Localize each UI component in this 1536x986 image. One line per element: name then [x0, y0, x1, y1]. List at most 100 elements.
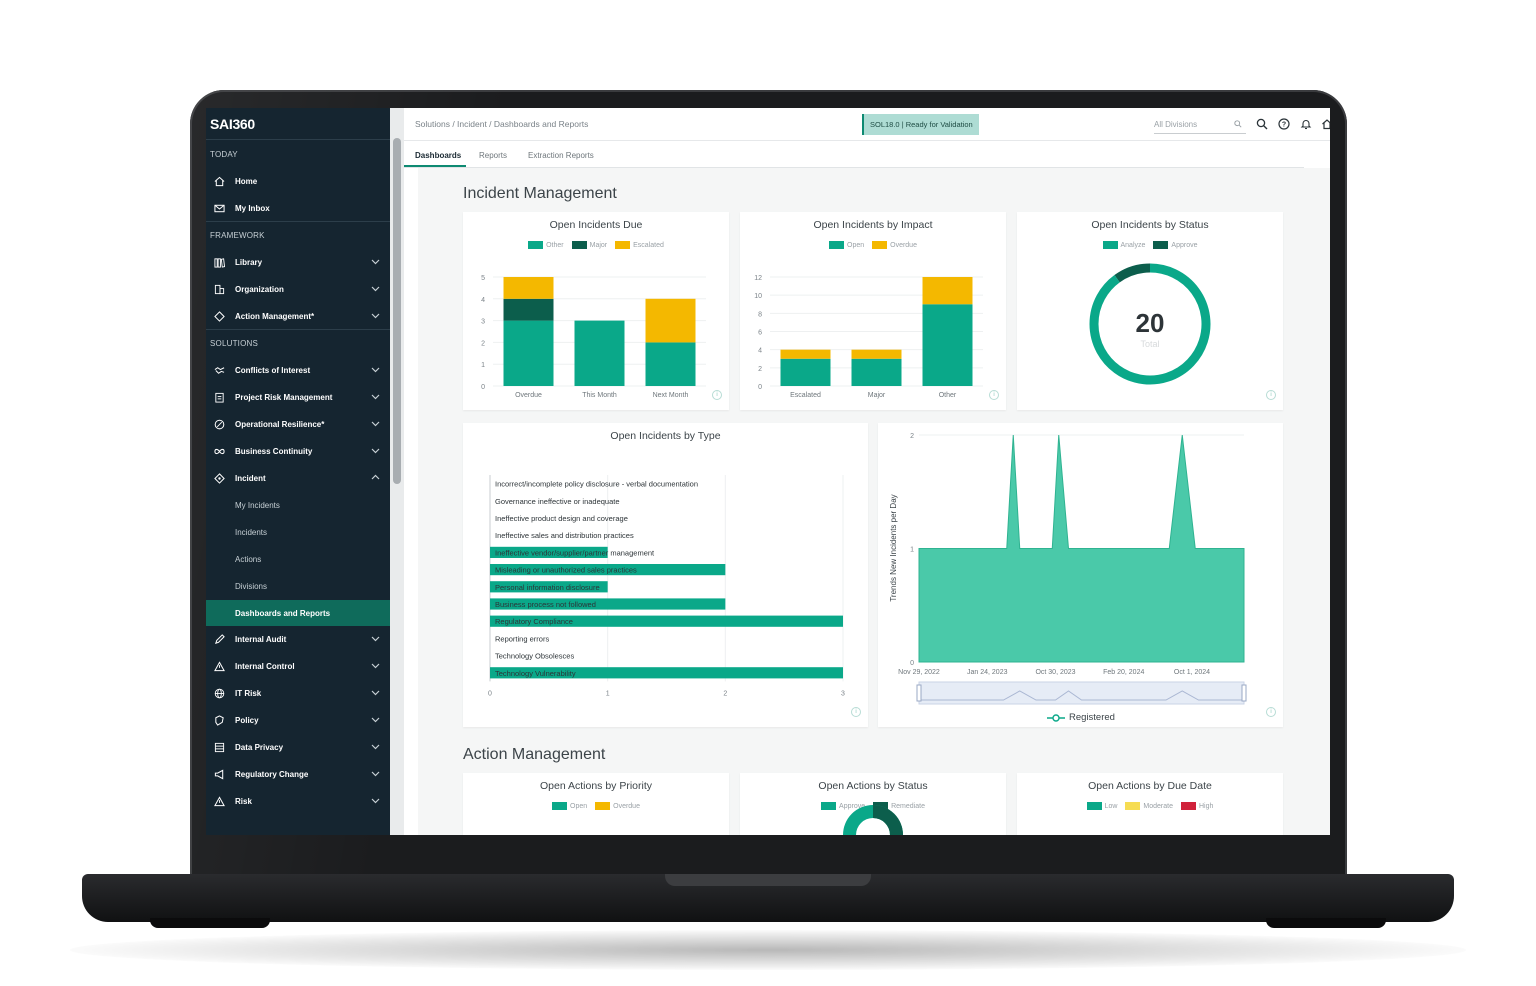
trend-legend[interactable]: Registered — [1047, 712, 1115, 723]
category-label: Ineffective product design and coverage — [495, 514, 628, 523]
chevron-down-icon[interactable] — [371, 365, 380, 374]
category-label: Incorrect/incomplete policy disclosure -… — [495, 480, 698, 489]
info-icon[interactable]: i — [851, 707, 861, 717]
sidebar-subitem-dashboards-and-reports[interactable]: Dashboards and Reports — [206, 600, 390, 626]
chevron-down-icon[interactable] — [371, 742, 380, 751]
chevron-down-icon[interactable] — [371, 392, 380, 401]
sidebar-item-data-privacy[interactable]: Data Privacy — [206, 734, 390, 760]
legend-item[interactable]: Other — [528, 241, 564, 249]
notification-bell-icon[interactable] — [1300, 118, 1312, 130]
legend-item[interactable]: Analyze — [1102, 241, 1145, 249]
action-status-donut-peek — [843, 805, 903, 835]
sidebar-item-label: Conflicts of Interest — [235, 365, 311, 375]
chevron-down-icon[interactable] — [371, 257, 380, 266]
sidebar-item-internal-audit[interactable]: Internal Audit — [206, 626, 390, 652]
chevron-down-icon[interactable] — [371, 634, 380, 643]
card-open-actions-by-due-date: Open Actions by Due Date Low Moderate Hi… — [1017, 773, 1283, 835]
inbox-icon — [213, 202, 225, 214]
legend-item[interactable]: Overdue — [872, 241, 917, 249]
division-selector[interactable]: All Divisions — [1154, 116, 1246, 134]
legend-item[interactable]: Escalated — [615, 241, 664, 249]
tab-extraction-reports[interactable]: Extraction Reports — [528, 151, 594, 160]
chart-open-incidents-by-impact: 0 2 4 6 8 10 12 Escalated Major Other — [754, 275, 983, 399]
chevron-up-icon[interactable] — [371, 473, 380, 482]
bar — [490, 667, 843, 679]
bar-segment — [645, 298, 696, 343]
chevron-down-icon[interactable] — [371, 796, 380, 805]
sidebar-item-label: Policy — [235, 715, 259, 725]
pen-icon — [213, 633, 225, 645]
chevron-down-icon[interactable] — [371, 661, 380, 670]
legend-item[interactable]: High — [1181, 802, 1213, 810]
tab-dashboards[interactable]: Dashboards — [415, 151, 462, 160]
legend-item[interactable]: Major — [571, 241, 607, 249]
card-open-actions-by-priority: Open Actions by Priority Open Overdue — [463, 773, 729, 835]
sidebar-divider — [206, 139, 390, 140]
laptop-foot-left — [150, 918, 270, 928]
category-label: Personal information disclosure — [495, 583, 600, 592]
sidebar-item-regulatory-change[interactable]: Regulatory Change — [206, 761, 390, 787]
chart-legend: Low Moderate High — [1017, 802, 1283, 810]
y-tick-label: 12 — [754, 275, 762, 282]
sidebar-item-business-continuity[interactable]: Business Continuity — [206, 438, 390, 464]
tab-reports[interactable]: Reports — [479, 151, 508, 160]
help-icon[interactable]: ? — [1278, 118, 1290, 130]
chevron-down-icon[interactable] — [371, 688, 380, 697]
legend-item[interactable]: Moderate — [1125, 802, 1173, 810]
sidebar-item-label: Project Risk Management — [235, 392, 333, 402]
chevron-down-icon[interactable] — [371, 715, 380, 724]
sidebar-item-it-risk[interactable]: IT Risk — [206, 680, 390, 706]
legend-item[interactable]: Overdue — [595, 802, 640, 810]
sidebar-subitem-my-incidents[interactable]: My Incidents — [235, 500, 280, 510]
legend-item[interactable]: Approve — [1153, 241, 1197, 249]
navigator-series — [919, 690, 1244, 701]
info-icon[interactable]: i — [1266, 390, 1276, 400]
legend-item[interactable]: Low — [1086, 802, 1117, 810]
sidebar-item-organization[interactable]: Organization — [206, 276, 390, 302]
legend-label: Approve — [1171, 241, 1198, 249]
legend-item[interactable]: Approve — [821, 802, 865, 810]
chart-open-incidents-by-status — [1089, 263, 1211, 385]
card-open-actions-by-status: Open Actions by Status Approve Remediate — [740, 773, 1006, 835]
category-label: Technology Obsolesces — [495, 652, 574, 661]
sidebar-item-label: Data Privacy — [235, 742, 284, 752]
sidebar-scrollbar-thumb[interactable] — [393, 138, 401, 484]
home-icon[interactable] — [1321, 118, 1330, 130]
legend-swatch — [1125, 802, 1141, 810]
info-icon[interactable]: i — [712, 390, 722, 400]
sidebar-item-risk[interactable]: Risk — [206, 788, 390, 814]
donut-segment — [873, 805, 903, 835]
sidebar-item-action-management[interactable]: Action Management* — [206, 303, 390, 329]
sidebar-subitem-actions[interactable]: Actions — [235, 554, 262, 564]
legend-label: Overdue — [890, 241, 917, 249]
info-icon[interactable]: i — [1266, 707, 1276, 717]
sidebar-item-project-risk-management[interactable]: Project Risk Management — [206, 384, 390, 410]
chevron-down-icon[interactable] — [371, 284, 380, 293]
bar — [490, 598, 726, 610]
sidebar-subitem-incidents[interactable]: Incidents — [235, 527, 268, 537]
sidebar-item-conflicts-of-interest[interactable]: Conflicts of Interest — [206, 357, 390, 383]
info-icon[interactable]: i — [989, 390, 999, 400]
chevron-down-icon[interactable] — [371, 769, 380, 778]
sidebar-divider — [206, 221, 390, 222]
sidebar-item-my-inbox[interactable]: My Inbox — [206, 195, 390, 221]
chevron-down-icon[interactable] — [371, 311, 380, 320]
app-logo[interactable]: SAI360 — [210, 116, 255, 132]
sidebar-item-internal-control[interactable]: Internal Control — [206, 653, 390, 679]
range-navigator — [918, 681, 1245, 705]
search-icon[interactable] — [1256, 118, 1268, 130]
legend-item[interactable]: Open — [552, 802, 587, 810]
sidebar-item-library[interactable]: Library — [206, 249, 390, 275]
chevron-down-icon[interactable] — [371, 419, 380, 428]
sidebar-item-incident[interactable]: Incident — [206, 465, 390, 491]
chevron-down-icon[interactable] — [371, 446, 380, 455]
sidebar-item-operational-resilience[interactable]: Operational Resilience* — [206, 411, 390, 437]
sidebar-subitem-divisions[interactable]: Divisions — [235, 581, 268, 591]
category-label: Reporting errors — [495, 634, 549, 643]
y-tick-label: 0 — [481, 384, 485, 391]
breadcrumb[interactable]: Solutions / Incident / Dashboards and Re… — [415, 119, 589, 129]
sidebar-item-home[interactable]: Home — [206, 168, 390, 194]
legend-item[interactable]: Open — [829, 241, 864, 249]
legend-swatch — [829, 241, 844, 249]
sidebar-item-policy[interactable]: Policy — [206, 707, 390, 733]
